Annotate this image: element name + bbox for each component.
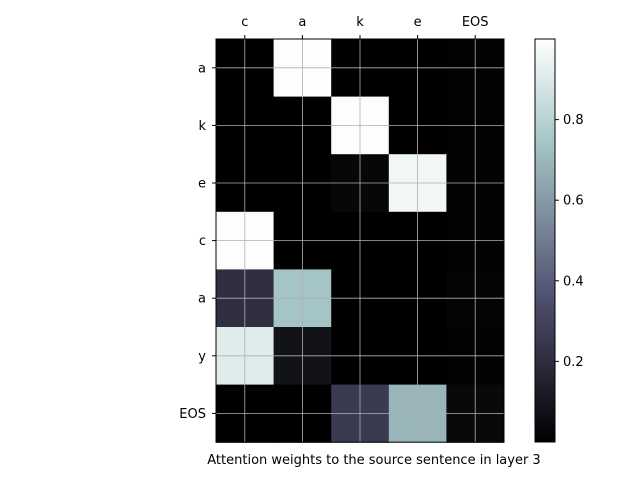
y-tick-label: c — [199, 234, 206, 249]
y-tick-label: e — [198, 177, 206, 192]
y-tick-label: EOS — [179, 407, 206, 422]
colorbar-tick-label: 0.4 — [563, 274, 584, 289]
x-tick-label: a — [298, 15, 306, 30]
colorbar-tick-label: 0.8 — [563, 113, 584, 128]
colorbar-gradient — [534, 38, 556, 443]
colorbar-ticks: 0.2 0.4 0.6 0.8 — [555, 113, 584, 370]
x-tick-label: c — [241, 15, 248, 30]
y-axis-ticks: a k e c a y EOS — [179, 61, 216, 422]
x-tick-label: EOS — [462, 15, 489, 30]
x-tick-label: k — [356, 15, 364, 30]
colorbar-tick-label: 0.6 — [563, 194, 584, 209]
colorbar: 0.2 0.4 0.6 0.8 — [534, 38, 584, 443]
x-tick-label: e — [414, 15, 422, 30]
colorbar-tick-label: 0.2 — [563, 355, 584, 370]
y-tick-label: a — [198, 292, 206, 307]
x-axis-title: Attention weights to the source sentence… — [207, 453, 540, 468]
y-tick-label: k — [198, 119, 206, 134]
y-tick-label: y — [198, 349, 206, 364]
y-tick-label: a — [198, 61, 206, 76]
x-axis-ticks: c a k e EOS — [241, 15, 489, 39]
grid-lines — [216, 39, 504, 443]
